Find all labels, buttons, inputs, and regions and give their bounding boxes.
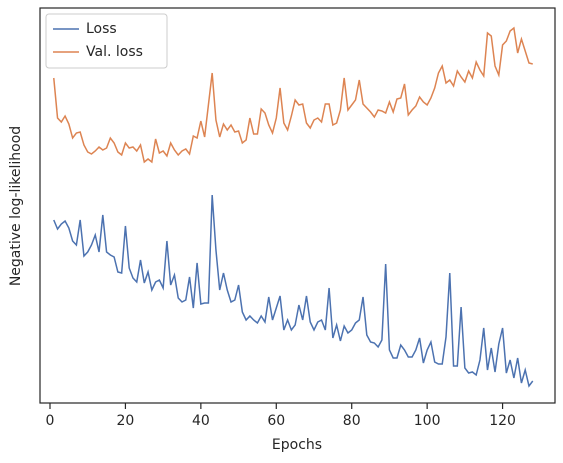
x-tick-label: 60 <box>267 413 285 429</box>
y-axis-label: Negative log-likelihood <box>8 126 24 286</box>
x-tick-label: 0 <box>46 413 55 429</box>
series-line <box>53 194 534 388</box>
legend-label: Val. loss <box>86 44 143 60</box>
legend-box <box>45 13 168 69</box>
x-tick-label: 120 <box>489 413 516 429</box>
x-axis-label: Epochs <box>272 437 322 453</box>
x-tick-label: 20 <box>117 413 135 429</box>
x-tick-label: 100 <box>414 413 441 429</box>
x-tick-label: 40 <box>192 413 210 429</box>
plot-frame <box>39 7 556 404</box>
series-line <box>53 26 533 164</box>
legend-label: Loss <box>86 21 117 37</box>
x-tick-label: 80 <box>343 413 361 429</box>
